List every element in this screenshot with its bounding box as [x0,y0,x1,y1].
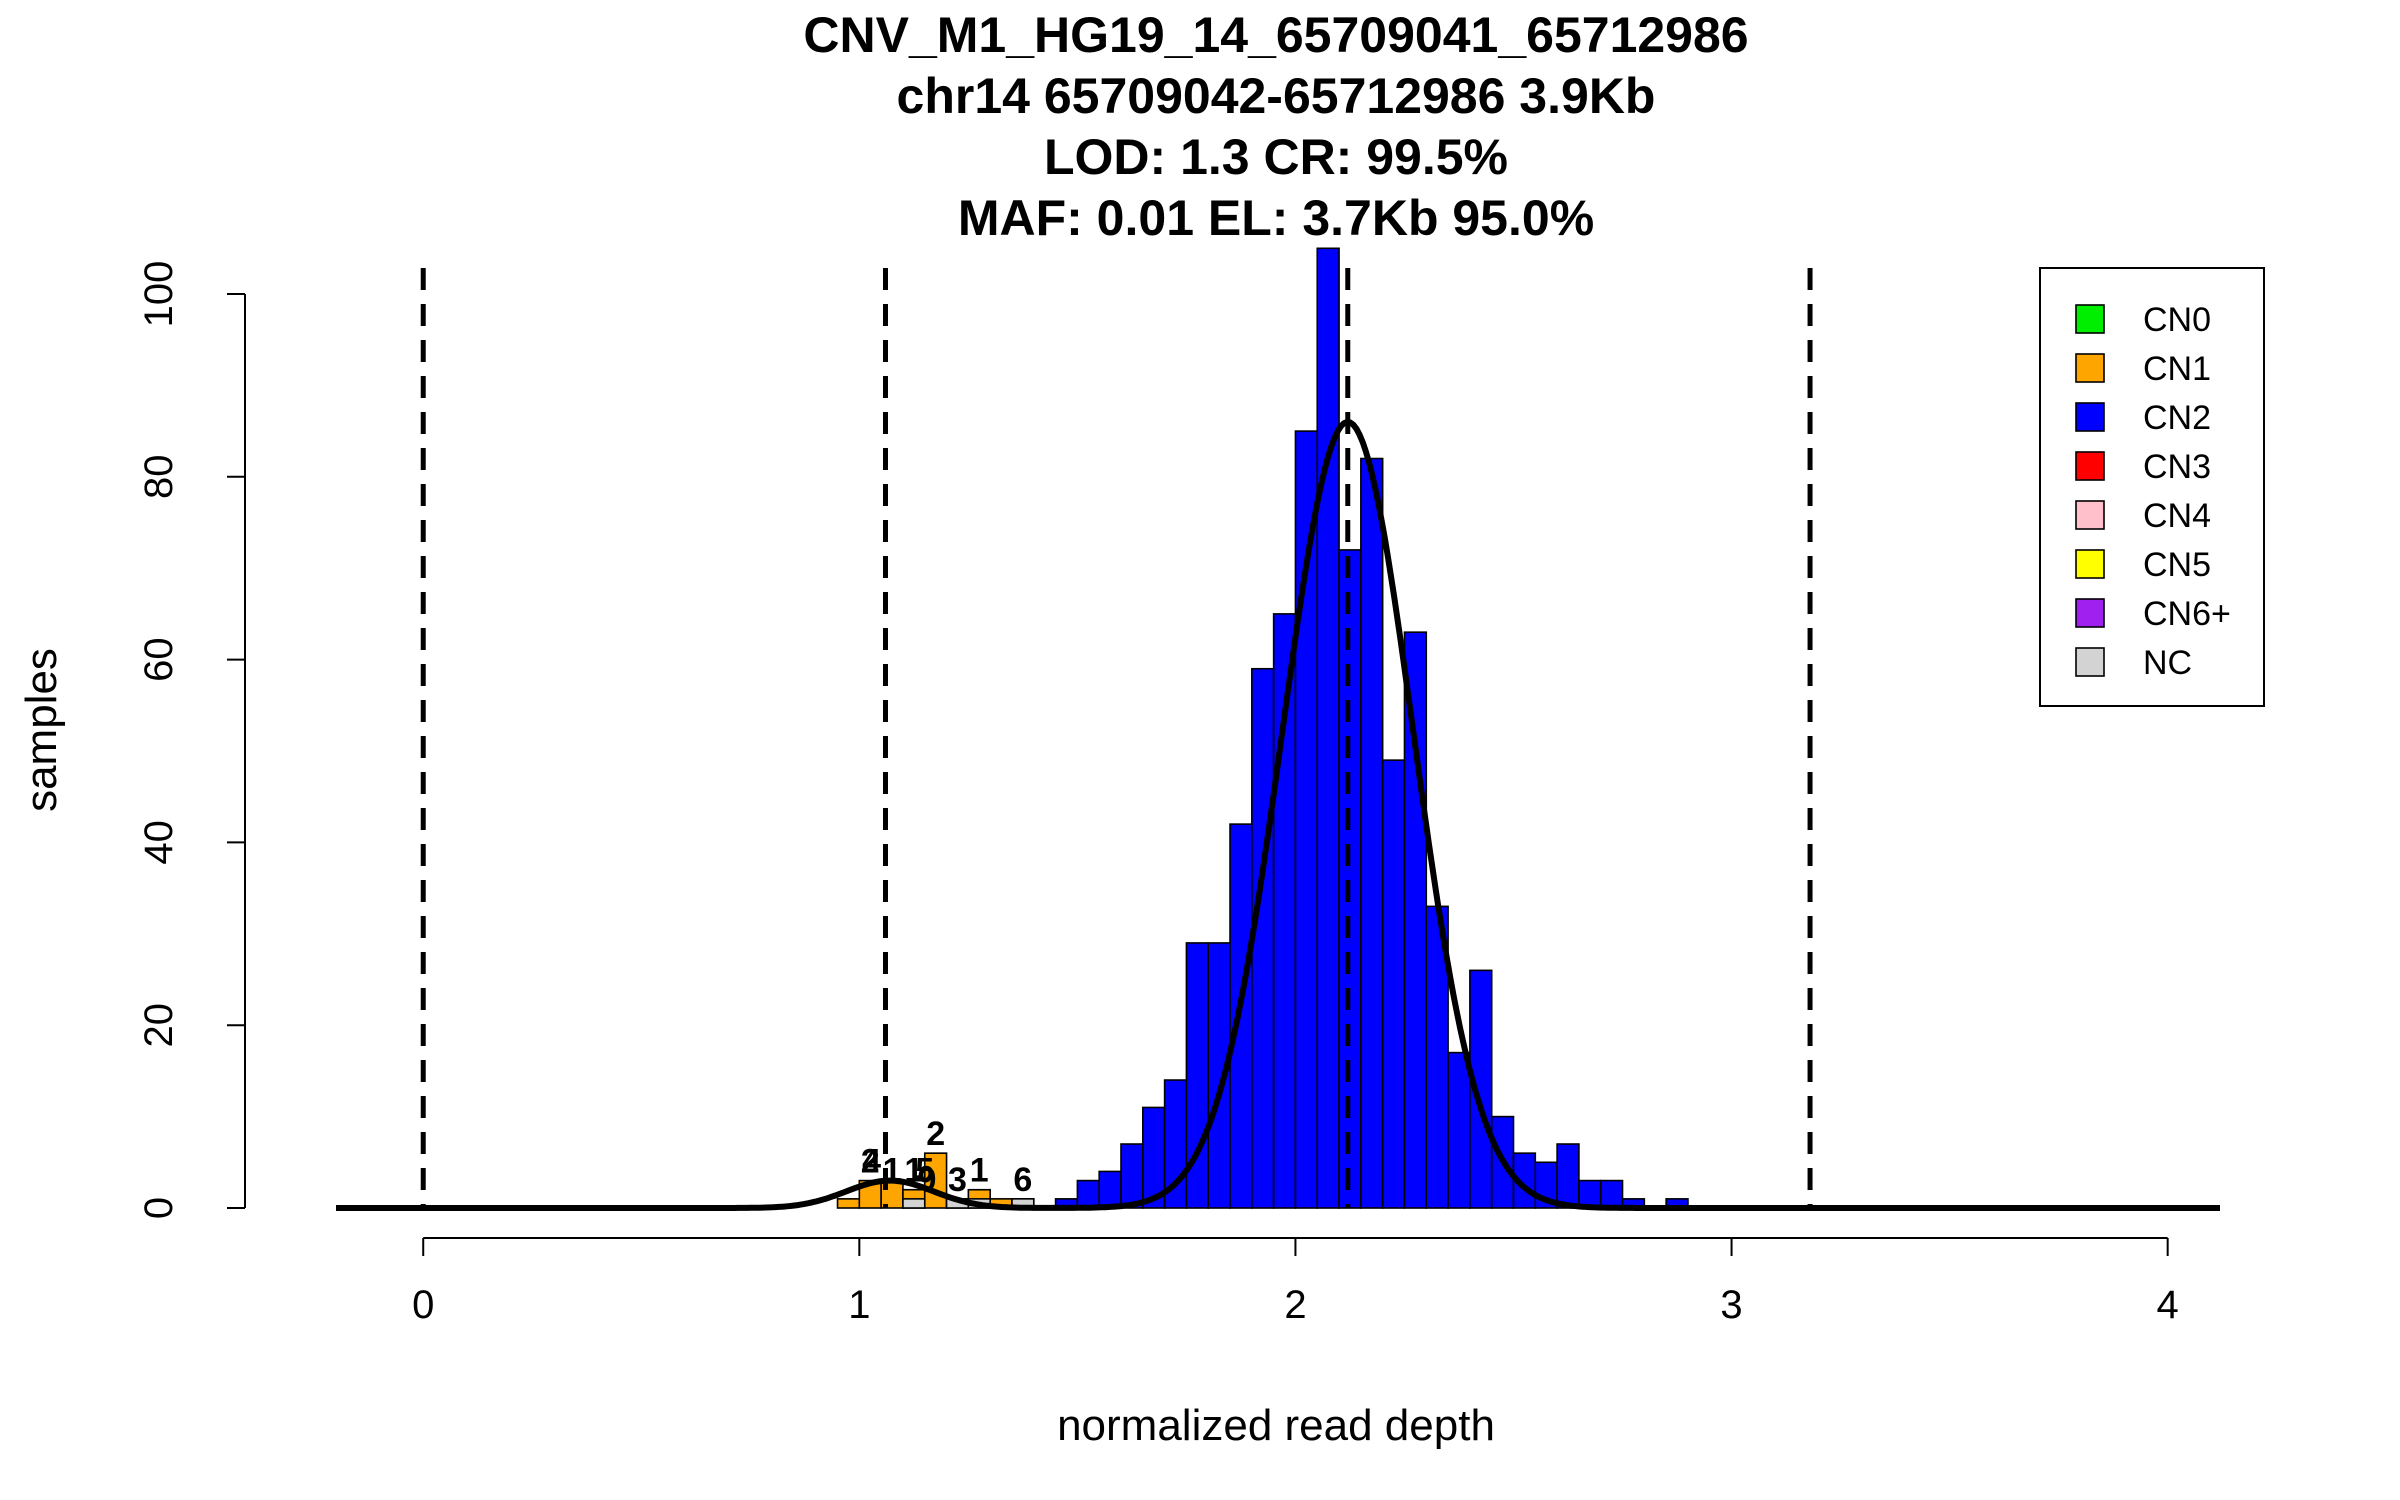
legend-label-cn6+: CN6+ [2143,595,2231,633]
bar-cn2-16 [1403,631,1428,1209]
count-label-6: 2 [926,1115,945,1153]
x-tick-label-2: 2 [1284,1283,1306,1327]
legend-label-nc: NC [2143,644,2192,682]
y-tick-label-0: 0 [137,1197,181,1219]
count-label-5: 9 [917,1161,936,1199]
y-tick-label-1: 20 [137,1003,181,1048]
legend-label-cn2: CN2 [2143,399,2211,437]
legend-swatch-cn4 [2075,500,2105,530]
legend-label-cn3: CN3 [2143,448,2211,486]
x-tick-label-4: 4 [2157,1283,2179,1327]
legend-label-cn5: CN5 [2143,546,2211,584]
count-label-3: 1 [904,1152,923,1190]
bar-nc-0 [902,1198,926,1209]
legend-swatch-cn5 [2075,549,2105,579]
mixture-fit-curve [336,418,2220,1211]
chart-title: CNV_M1_HG19_14_65709041_65712986 chr14 6… [803,7,1748,246]
legend-box [2039,267,2265,707]
bar-cn2-18 [1447,1051,1471,1209]
legend: CN0 CN1 CN2 CN3 CN4 CN5 CN6+ NC [2039,267,2265,707]
count-label-8: 1 [970,1152,989,1190]
count-label-9: 6 [1013,1161,1032,1199]
bar-cn2-3 [1120,1143,1144,1209]
y-tick-label-2: 40 [137,820,181,865]
x-axis-label: normalized read depth [1057,1401,1495,1450]
x-tick-label-3: 3 [1720,1283,1742,1327]
legend-label-cn1: CN1 [2143,350,2211,388]
legend-label-cn0: CN0 [2143,301,2211,339]
bar-cn1-0 [836,1198,861,1209]
title-line-3: LOD: 1.3 CR: 99.5% [1044,129,1508,185]
title-line-2: chr14 65709042-65712986 3.9Kb [897,68,1656,124]
legend-swatch-nc [2075,647,2105,677]
fit-curves [336,418,2220,1211]
count-label-0: 2 [861,1143,880,1181]
title-line-1: CNV_M1_HG19_14_65709041_65712986 [803,7,1748,63]
y-tick-label-5: 100 [137,261,181,328]
y-tick-label-4: 80 [137,455,181,500]
legend-label-cn4: CN4 [2143,497,2211,535]
reference-lines [420,268,1813,1208]
count-label-7: 3 [948,1161,967,1199]
legend-swatch-cn1 [2075,353,2105,383]
legend-swatch-cn0 [2075,304,2105,334]
histogram-bars [836,247,1689,1209]
legend-swatch-cn3 [2075,451,2105,481]
title-line-4: MAF: 0.01 EL: 3.7Kb 95.0% [958,190,1594,246]
bar-cn2-15 [1381,759,1406,1209]
count-label-1: 4 [862,1143,881,1181]
x-tick-label-1: 1 [848,1283,870,1327]
bar-cn2-1 [1076,1179,1100,1209]
bar-cn2-12 [1316,247,1340,1209]
bar-cn2-14 [1360,457,1384,1209]
y-axis-label: samples [17,648,66,812]
legend-swatch-cn6+ [2075,598,2105,628]
bar-cn2-25 [1599,1179,1624,1209]
bar-cn2-2 [1098,1170,1122,1209]
bar-cn2-23 [1556,1143,1580,1209]
x-tick-label-0: 0 [412,1283,434,1327]
bar-cn2-19 [1469,969,1493,1209]
y-tick-label-3: 60 [137,637,181,682]
count-label-4: 5 [915,1152,934,1190]
legend-swatch-cn2 [2075,402,2105,432]
count-label-2: 1 [883,1152,902,1190]
